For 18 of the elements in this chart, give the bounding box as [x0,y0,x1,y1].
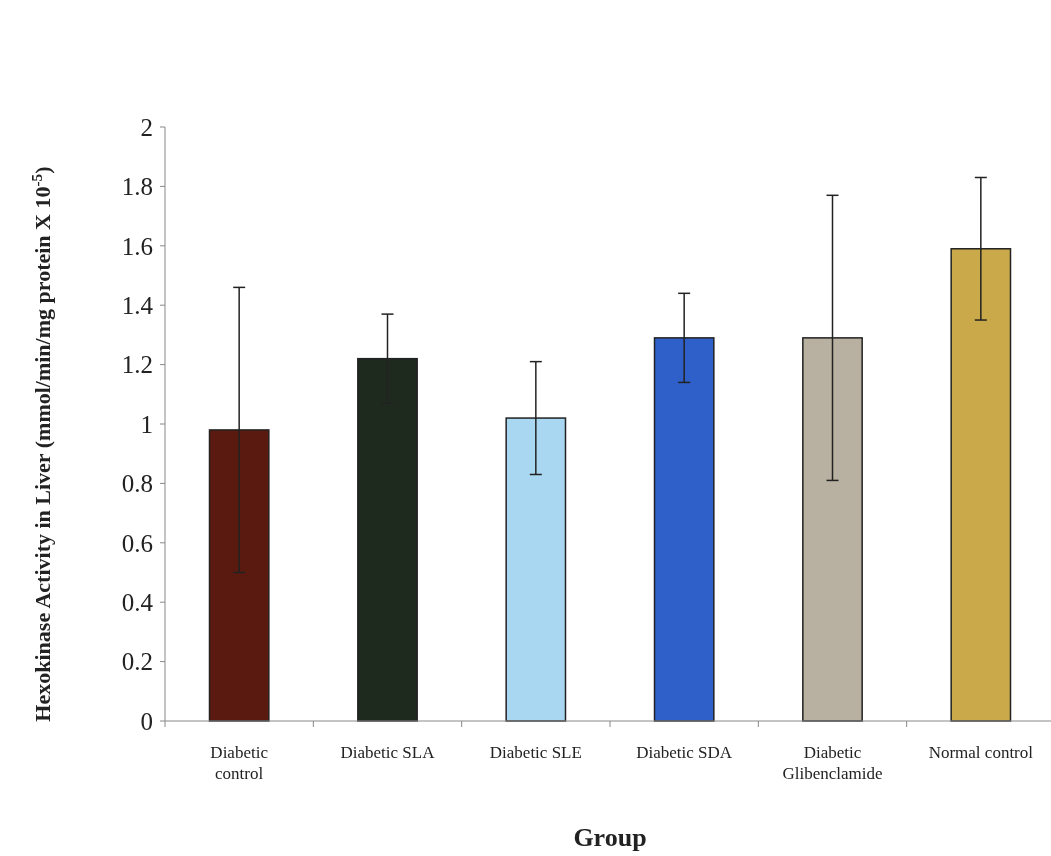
x-tick-label: Diabetic Glibenclamide [782,743,883,783]
y-tick-label: 1.4 [121,291,154,319]
y-tick-label: 1 [140,410,153,438]
x-tick-label: Diabetic SDA [636,743,733,762]
x-tick-label: Diabetic SLA [340,743,436,762]
x-tick-label: Normal control [928,743,1034,762]
y-tick-label: 0.6 [121,529,153,557]
y-tick-label: 2 [140,113,153,141]
x-tick-label: Diabetic control [210,743,269,783]
y-tick-label: 0.2 [121,648,153,676]
y-tick-label: 0.4 [121,588,154,616]
y-tick-label: 0 [140,707,153,735]
y-tick-label: 1.6 [121,232,153,260]
x-tick-label: Diabetic SLE [489,743,582,762]
x-axis-title: Group [573,823,647,852]
y-tick-label: 0.8 [121,470,153,498]
y-tick-label: 1.2 [121,351,153,379]
y-tick-label: 1.8 [121,173,153,201]
